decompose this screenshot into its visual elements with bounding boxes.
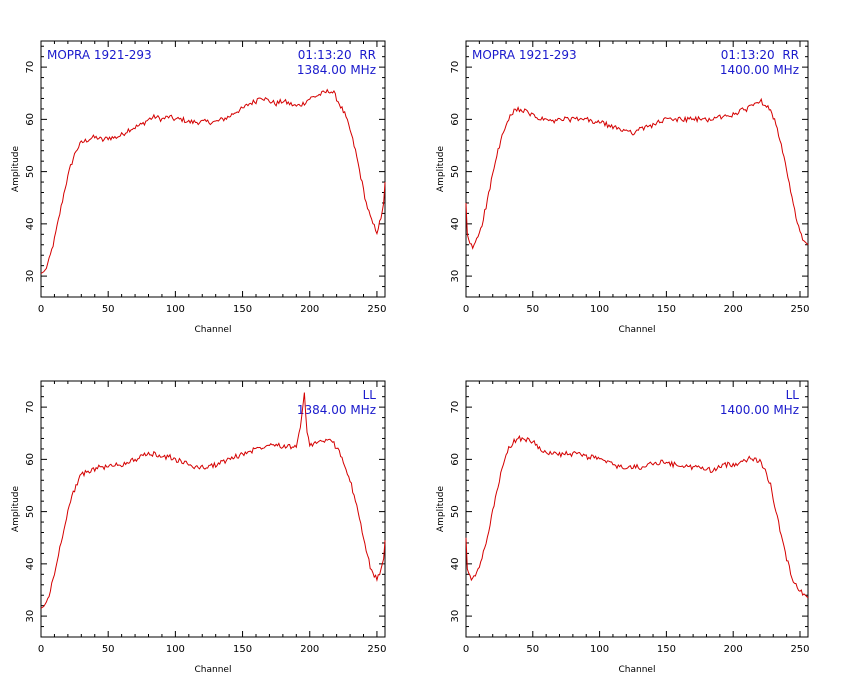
x-tick-label: 0 bbox=[38, 644, 44, 655]
x-tick-label: 100 bbox=[590, 644, 609, 655]
frequency-label: 1384.00 MHz bbox=[297, 63, 376, 77]
y-axis-title: Amplitude bbox=[11, 145, 21, 192]
x-axis-title: Channel bbox=[619, 325, 656, 335]
amplitude-line bbox=[465, 97, 809, 250]
x-tick-label: 150 bbox=[657, 644, 676, 655]
y-tick-label: 40 bbox=[450, 217, 461, 230]
frequency-label: 1400.00 MHz bbox=[720, 403, 799, 417]
source-label: MOPRA 1921-293 bbox=[472, 48, 577, 62]
y-tick-label: 50 bbox=[450, 505, 461, 518]
y-tick-label: 40 bbox=[450, 557, 461, 570]
x-tick-label: 150 bbox=[657, 304, 676, 315]
y-tick-label: 60 bbox=[25, 113, 36, 126]
x-tick-label: 50 bbox=[526, 644, 539, 655]
x-tick-label: 50 bbox=[102, 304, 115, 315]
time-polarization-label: 01:13:20 RR bbox=[298, 48, 376, 62]
amplitude-line bbox=[465, 434, 809, 599]
amplitude-line bbox=[40, 88, 386, 274]
y-tick-label: 30 bbox=[25, 270, 36, 283]
y-axis-title: Amplitude bbox=[11, 485, 21, 532]
y-axis-title: Amplitude bbox=[436, 145, 446, 192]
y-tick-label: 60 bbox=[450, 453, 461, 466]
plot-frame bbox=[40, 380, 386, 638]
x-tick-label: 150 bbox=[233, 304, 252, 315]
x-axis-title: Channel bbox=[195, 665, 232, 675]
x-tick-label: 0 bbox=[463, 304, 469, 315]
chart-panel-2: 0 50 100 150 200 250 30 40 50 60 70 Channel Amplitud… bbox=[436, 40, 810, 335]
y-tick-label: 30 bbox=[450, 610, 461, 623]
y-tick-label: 30 bbox=[450, 270, 461, 283]
y-tick-label: 70 bbox=[450, 401, 461, 414]
x-tick-label: 250 bbox=[367, 644, 386, 655]
source-label: MOPRA 1921-293 bbox=[47, 48, 152, 62]
x-axis-title: Channel bbox=[619, 665, 656, 675]
x-tick-label: 100 bbox=[590, 304, 609, 315]
time-polarization-label: 01:13:20 RR bbox=[721, 48, 799, 62]
x-axis-title: Channel bbox=[195, 325, 232, 335]
x-tick-label: 200 bbox=[300, 304, 319, 315]
x-tick-label: 250 bbox=[367, 304, 386, 315]
x-tick-label: 50 bbox=[102, 644, 115, 655]
x-tick-label: 250 bbox=[790, 304, 809, 315]
x-tick-label: 0 bbox=[463, 644, 469, 655]
y-tick-label: 50 bbox=[25, 165, 36, 178]
plot-frame bbox=[40, 40, 386, 298]
y-tick-label: 30 bbox=[25, 610, 36, 623]
chart-panel-3: 0 50 100 150 200 250 30 40 50 60 70 Channel Amplitud… bbox=[11, 380, 386, 675]
plot-frame bbox=[465, 380, 809, 638]
y-tick-label: 50 bbox=[450, 165, 461, 178]
y-tick-label: 70 bbox=[25, 61, 36, 74]
amplitude-line bbox=[40, 392, 386, 609]
plot-frame bbox=[465, 40, 809, 298]
y-tick-label: 50 bbox=[25, 505, 36, 518]
y-tick-label: 70 bbox=[450, 61, 461, 74]
x-tick-label: 150 bbox=[233, 644, 252, 655]
x-tick-label: 50 bbox=[526, 304, 539, 315]
chart-panel-4: 0 50 100 150 200 250 30 40 50 60 70 Channel Amplitud… bbox=[436, 380, 810, 675]
time-polarization-label: LL bbox=[363, 388, 377, 402]
y-tick-label: 40 bbox=[25, 557, 36, 570]
frequency-label: 1400.00 MHz bbox=[720, 63, 799, 77]
chart-panel-1: 0 50 100 150 200 250 30 40 50 60 70 Channel Amplitud… bbox=[11, 40, 386, 335]
x-tick-label: 100 bbox=[166, 644, 185, 655]
x-tick-label: 200 bbox=[724, 304, 743, 315]
x-tick-label: 200 bbox=[300, 644, 319, 655]
frequency-label: 1384.00 MHz bbox=[297, 403, 376, 417]
x-tick-label: 250 bbox=[790, 644, 809, 655]
x-tick-label: 100 bbox=[166, 304, 185, 315]
x-tick-label: 200 bbox=[724, 644, 743, 655]
y-tick-label: 60 bbox=[25, 453, 36, 466]
y-tick-label: 40 bbox=[25, 217, 36, 230]
y-tick-label: 60 bbox=[450, 113, 461, 126]
x-tick-label: 0 bbox=[38, 304, 44, 315]
y-tick-label: 70 bbox=[25, 401, 36, 414]
time-polarization-label: LL bbox=[786, 388, 800, 402]
y-axis-title: Amplitude bbox=[436, 485, 446, 532]
